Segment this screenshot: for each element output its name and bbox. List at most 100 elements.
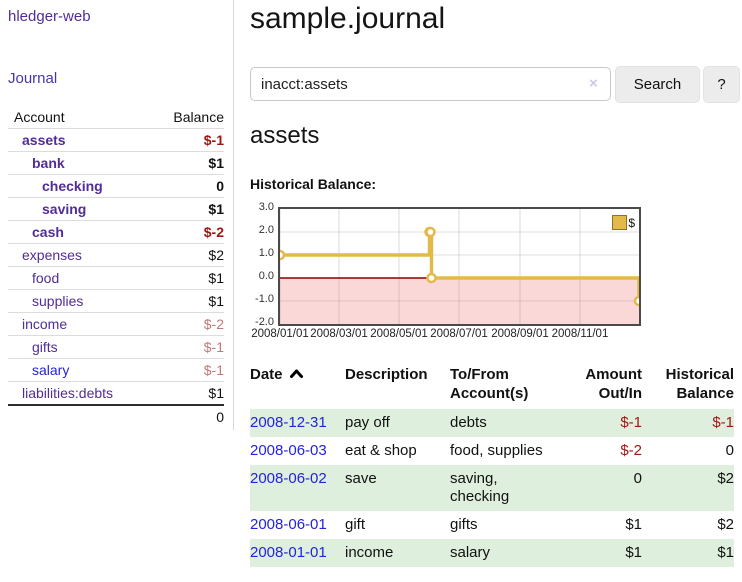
y-tick-label: -1.0 (255, 293, 274, 305)
sidebar-account-balance: $1 (153, 381, 224, 406)
transaction-description: eat & shop (345, 442, 417, 459)
sidebar-account-balance: $-2 (153, 220, 224, 244)
sidebar-account-row: bank $1 (8, 151, 224, 175)
sidebar-account-row: income $-2 (8, 312, 224, 336)
transaction-balance: $2 (717, 516, 734, 533)
chart-canvas (274, 209, 645, 324)
search-button[interactable]: Search (615, 66, 700, 103)
sidebar-accounts-body: assets $-1 bank $1 checking 0 saving $1 cash $-2 e… (8, 128, 224, 406)
transaction-description: income (345, 544, 394, 561)
sidebar-account-balance: $1 (153, 151, 224, 175)
sidebar-account-balance: $-1 (153, 358, 224, 382)
sidebar-account-link[interactable]: supplies (32, 293, 84, 309)
sort-ascending-icon (289, 369, 303, 378)
description-column-header: Description (345, 366, 428, 383)
account-column-header: Account (8, 105, 154, 129)
sidebar-account-balance: $2 (153, 243, 224, 267)
transaction-description: pay off (345, 414, 390, 431)
y-tick-label: 3.0 (258, 201, 274, 213)
transaction-date-link[interactable]: 2008-06-03 (250, 442, 327, 459)
sidebar-item-journal[interactable]: Journal (8, 70, 58, 87)
sidebar-account-balance: $1 (153, 289, 224, 313)
x-tick-label: 2008/01/01 (251, 328, 309, 340)
sidebar-account-row: expenses $2 (8, 243, 224, 267)
amount-column-header: Amount Out/In (585, 366, 642, 402)
chart-point-marker (274, 249, 286, 261)
sidebar-account-link[interactable]: liabilities:debts (22, 385, 114, 401)
sidebar-account-balance: $-1 (153, 128, 224, 152)
sidebar-header-row: Account Balance (8, 105, 224, 129)
account-title: assets (250, 122, 320, 149)
legend-swatch-icon (612, 215, 628, 230)
register-header-row: Date Description To/From Account(s) Amou… (250, 360, 734, 409)
transaction-amount: $1 (625, 544, 642, 561)
accounts-column-header: To/From Account(s) (450, 366, 529, 402)
transaction-accounts: gifts (450, 516, 478, 533)
brand-link[interactable]: hledger-web (8, 8, 91, 25)
transaction-accounts: saving, checking (450, 470, 510, 505)
y-tick-label: 2.0 (258, 224, 274, 236)
register-row: 2008-06-03 eat & shop food, supplies $-2 0 (250, 437, 734, 465)
search-input[interactable] (250, 67, 611, 101)
sidebar-account-link[interactable]: gifts (32, 339, 58, 355)
sidebar-account-balance: $1 (153, 266, 224, 290)
sidebar-account-link[interactable]: income (22, 316, 68, 332)
sidebar-account-balance: 0 (153, 174, 224, 198)
sidebar-account-link[interactable]: checking (42, 178, 103, 194)
transaction-date-link[interactable]: 2008-01-01 (250, 544, 327, 561)
sidebar-account-balance: $-1 (153, 335, 224, 359)
chart-negative-region (280, 278, 639, 324)
page-title: sample.journal (250, 2, 446, 35)
chart-title: Historical Balance: (250, 176, 377, 192)
sidebar-account-balance: $1 (153, 197, 224, 221)
transaction-description: gift (345, 516, 366, 533)
x-tick-label: 2008/07/01 (430, 328, 488, 340)
transaction-accounts: salary (450, 544, 491, 561)
balance-column-header: Balance (153, 105, 224, 129)
date-column-header[interactable]: Date (250, 360, 345, 409)
sidebar-account-link[interactable]: expenses (22, 247, 82, 263)
register-row: 2008-01-01 income salary $1 $1 (250, 539, 734, 567)
chart-point-marker (426, 272, 437, 284)
transaction-amount: $1 (625, 516, 642, 533)
sidebar-account-row: supplies $1 (8, 289, 224, 313)
sidebar-account-link[interactable]: saving (42, 201, 87, 217)
legend-label: $ (628, 215, 635, 230)
x-tick-label: 2008/11/01 (551, 328, 609, 340)
sidebar-account-row: assets $-1 (8, 128, 224, 152)
sidebar-account-link[interactable]: food (32, 270, 60, 286)
balance-chart: 3.0 2.0 1.0 0.0 -1.0 -2.0 $ 2008/01/01 2008/03… (248, 201, 678, 349)
sidebar-account-row: gifts $-1 (8, 335, 224, 359)
balance-column-header-main: Historical Balance (665, 366, 734, 402)
chart-plot: $ (274, 207, 645, 326)
x-tick-label: 2008/05/01 (370, 328, 428, 340)
y-tick-label: 1.0 (258, 247, 274, 259)
y-tick-label: 0.0 (258, 270, 274, 282)
transaction-balance: 0 (725, 442, 734, 459)
transaction-balance: $2 (717, 470, 734, 487)
sidebar-account-link[interactable]: salary (32, 362, 70, 378)
transaction-accounts: food, supplies (450, 442, 543, 459)
transaction-balance: $-1 (712, 414, 734, 431)
transaction-date-link[interactable]: 2008-06-01 (250, 516, 327, 533)
sidebar-accounts-table: Account Balance assets $-1 bank $1 checking 0… (8, 105, 224, 428)
register-table: Date Description To/From Account(s) Amou… (250, 360, 734, 567)
sidebar-total-balance: 0 (8, 404, 224, 428)
sidebar-account-row: food $1 (8, 266, 224, 290)
sidebar-account-link[interactable]: bank (32, 155, 65, 171)
clear-search-icon[interactable]: × (589, 75, 598, 92)
sidebar-account-link[interactable]: cash (32, 224, 64, 240)
transaction-date-link[interactable]: 2008-12-31 (250, 414, 327, 431)
transaction-date-link[interactable]: 2008-06-02 (250, 470, 327, 487)
transaction-accounts: debts (450, 414, 487, 431)
help-button[interactable]: ? (703, 66, 740, 103)
sidebar-account-row: liabilities:debts $1 (8, 381, 224, 406)
transaction-balance: $1 (717, 544, 734, 561)
register-row: 2008-12-31 pay off debts $-1 $-1 (250, 409, 734, 437)
sidebar-account-row: checking 0 (8, 174, 224, 198)
register-body: 2008-12-31 pay off debts $-1 $-1 2008-06-03 ea… (250, 409, 734, 567)
chart-legend: $ (612, 215, 635, 230)
sidebar-account-link[interactable]: assets (22, 132, 66, 148)
date-column-label: Date (250, 366, 283, 383)
x-tick-label: 2008/09/01 (491, 328, 549, 340)
